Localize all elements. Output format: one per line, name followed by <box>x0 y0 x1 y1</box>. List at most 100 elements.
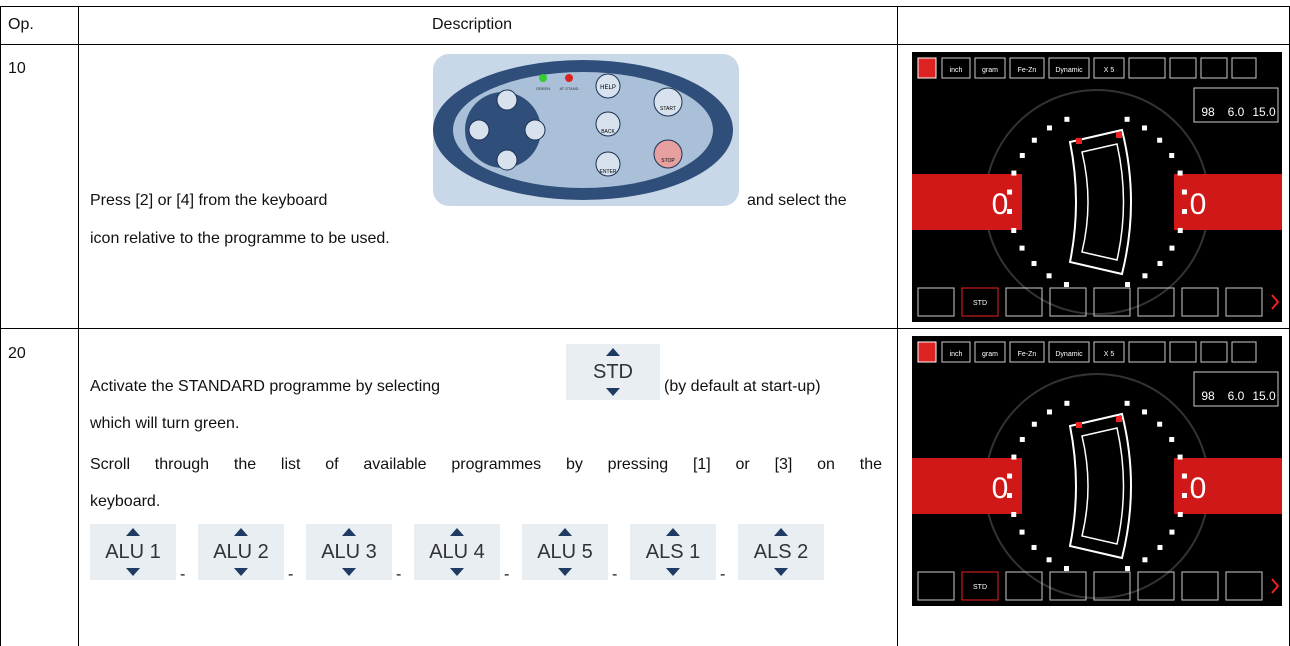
header-cell: Description <box>432 16 513 33</box>
led-label: AT STAND <box>559 86 578 91</box>
text: and select the <box>747 192 847 209</box>
icon <box>917 57 937 79</box>
icon-label: Dynamic <box>1055 67 1083 74</box>
arrow-down <box>234 568 248 576</box>
header-cell: Op. <box>8 16 34 33</box>
marker <box>1011 512 1017 518</box>
icon-box <box>1049 571 1087 601</box>
wheel <box>1081 143 1125 261</box>
icon-box <box>1093 571 1131 601</box>
key-label: ENTER <box>600 169 617 175</box>
icon-box <box>1009 341 1045 363</box>
icon-box <box>1048 341 1090 363</box>
marker <box>1019 529 1025 535</box>
icon-box <box>1225 287 1263 317</box>
dim-value: 15.0 <box>1252 389 1276 403</box>
icon-box <box>917 287 955 317</box>
marker <box>1116 132 1122 138</box>
marker <box>1124 116 1130 122</box>
arrow-down <box>774 568 788 576</box>
arrow-up <box>342 528 356 536</box>
button-label: ALU 1 <box>105 541 161 563</box>
text: keyboard. <box>90 493 161 510</box>
marker <box>1076 138 1082 144</box>
text: (by default at start-up) <box>664 378 821 395</box>
marker <box>1181 209 1187 215</box>
next-arrow <box>1271 294 1280 310</box>
op-number: 10 <box>8 60 26 77</box>
marker <box>1019 436 1025 442</box>
separator: - <box>180 566 186 583</box>
icon-box <box>1200 341 1228 363</box>
marker <box>1046 273 1052 279</box>
dim-value: 6.0 <box>1228 105 1245 119</box>
icon-label: Dynamic <box>1055 351 1083 358</box>
readout-bar <box>1174 458 1282 514</box>
dim-value: 15.0 <box>1252 105 1276 119</box>
program-button: ALS 2 <box>738 524 824 580</box>
keyboard-image: GREEN AT STAND HELP BACK ENTER START STO… <box>433 54 739 206</box>
button-label: ALU 5 <box>537 541 593 563</box>
button-label: ALU 4 <box>429 541 485 563</box>
marker <box>1177 512 1183 518</box>
button-label: ALS 2 <box>753 541 809 563</box>
rule <box>897 6 898 646</box>
rule <box>0 328 1290 329</box>
marker <box>1181 493 1187 499</box>
icon-box <box>1005 287 1043 317</box>
marker <box>1116 416 1122 422</box>
icon-label: STD <box>973 300 987 307</box>
icon-label: inch <box>950 67 963 74</box>
separator: - <box>288 566 294 583</box>
marker <box>1157 260 1163 266</box>
marker <box>1177 228 1183 234</box>
icon-box <box>1231 341 1257 363</box>
marker <box>1007 493 1013 499</box>
marker <box>1169 152 1175 158</box>
icon-box <box>941 57 971 79</box>
marker <box>1064 116 1070 122</box>
arrow-up <box>558 528 572 536</box>
icon-box <box>1200 57 1228 79</box>
program-button: ALU 5 <box>522 524 608 580</box>
marker <box>1046 409 1052 415</box>
marker <box>1142 557 1148 563</box>
program-button: ALU 3 <box>306 524 392 580</box>
dims-box <box>1193 87 1279 123</box>
arrow-down <box>450 568 464 576</box>
marker <box>1064 400 1070 406</box>
icon-box <box>1093 341 1125 363</box>
text: icon relative to the programme to be use… <box>90 230 390 247</box>
icon-box <box>1128 341 1166 363</box>
marker <box>1177 170 1183 176</box>
readout: 0 <box>992 188 1009 221</box>
arrow-down <box>126 568 140 576</box>
separator: - <box>612 566 618 583</box>
marker <box>1046 125 1052 131</box>
marker <box>1063 282 1069 288</box>
marker <box>1142 125 1148 131</box>
readout: 0 <box>992 472 1009 505</box>
marker <box>1031 421 1037 427</box>
icon-label: Fe-Zn <box>1018 67 1037 74</box>
icon-box <box>1181 287 1219 317</box>
text: Press [2] or [4] from the keyboard <box>90 192 328 209</box>
screen-image: inch gram Fe-Zn Dynamic X 5 98 6.0 15.0 0 0 STD <box>912 52 1282 322</box>
rule <box>0 44 1290 45</box>
next-arrow <box>1271 578 1280 594</box>
wheel <box>1081 427 1125 545</box>
separator: - <box>504 566 510 583</box>
dim-value: 98 <box>1201 105 1215 119</box>
marker <box>1011 454 1017 460</box>
rule <box>0 6 1 646</box>
separator: - <box>396 566 402 583</box>
rule <box>78 6 79 646</box>
marker <box>1063 566 1069 572</box>
text: Activate the STANDARD programme by selec… <box>90 378 441 395</box>
dim-value: 98 <box>1201 389 1215 403</box>
marker <box>1181 473 1187 479</box>
icon-box <box>1231 57 1257 79</box>
marker <box>1142 273 1148 279</box>
marker <box>1125 566 1131 572</box>
marker <box>1181 189 1187 195</box>
